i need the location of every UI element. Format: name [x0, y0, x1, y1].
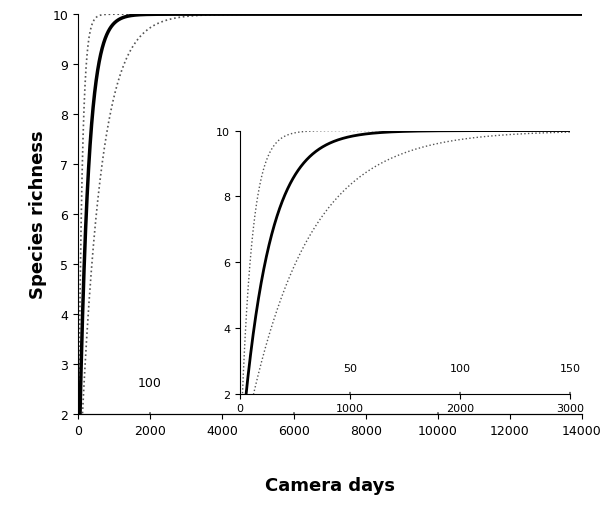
Text: 300: 300 [282, 376, 306, 389]
Text: Monitoring days: Monitoring days [464, 376, 564, 389]
X-axis label: Camera days: Camera days [265, 476, 395, 493]
Y-axis label: Species richness: Species richness [29, 130, 47, 299]
Text: 500: 500 [426, 376, 450, 389]
Text: 50: 50 [343, 363, 357, 373]
Text: 100: 100 [449, 363, 470, 373]
Text: 150: 150 [560, 363, 581, 373]
Text: 100: 100 [138, 376, 162, 389]
